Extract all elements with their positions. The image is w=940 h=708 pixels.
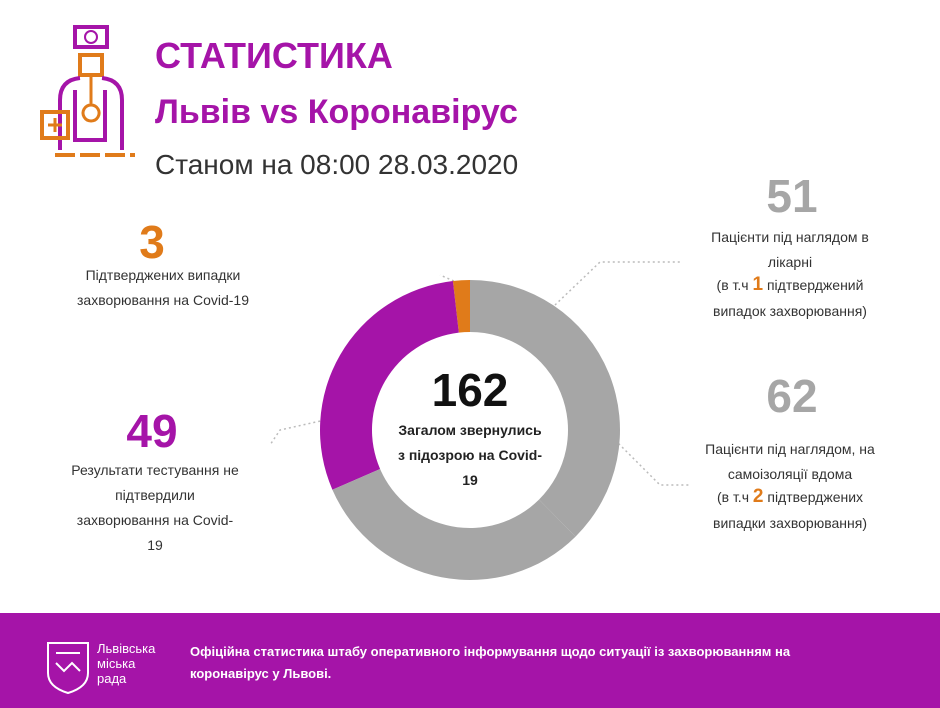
note-value: 2: [752, 486, 764, 507]
org-name: Львівська міська рада: [97, 641, 156, 686]
footer-text: Офіційна статистика штабу оперативного і…: [190, 644, 791, 681]
note-suffix: підтверджених випадки захворювання): [713, 489, 867, 531]
segment-note: (в т.ч 2 підтверджених випадки захворюва…: [690, 484, 890, 536]
city-logo: [47, 642, 89, 695]
note-value: 1: [752, 274, 764, 295]
note-prefix: (в т.ч: [716, 277, 749, 293]
segment-value: 3: [139, 216, 165, 268]
donut-segment: [452, 280, 470, 333]
footer: [0, 613, 940, 708]
segment-value: 51: [766, 170, 818, 222]
note-prefix: (в т.ч: [716, 489, 749, 505]
center-label: Загалом звернулись з підозрою на Covid-1…: [397, 422, 543, 488]
donut-segment: [319, 280, 459, 490]
segment-label: Підтверджених випадки захворювання на Co…: [77, 267, 249, 308]
segment-value: 49: [126, 405, 178, 457]
doctor-icon: [40, 25, 135, 157]
segment-value: 62: [766, 370, 818, 422]
note-suffix: підтверджений випадок захворювання): [713, 277, 867, 319]
leader-lines: [269, 261, 690, 486]
segment-note: (в т.ч 1 підтверджений випадок захворюва…: [690, 272, 890, 324]
subtitle: Львів vs Коронавірус: [155, 93, 518, 131]
date: Станом на 08:00 28.03.2020: [155, 149, 519, 180]
segment-label: Пацієнти під наглядом, на самоізоляції в…: [705, 441, 875, 482]
segment-label: Результати тестування не підтвердили зах…: [71, 462, 239, 553]
segment-label: Пацієнти під наглядом в лікарні: [711, 229, 869, 270]
title: СТАТИСТИКА: [155, 35, 393, 76]
donut-segment: [332, 469, 576, 580]
center-value: 162: [431, 364, 509, 416]
donut-segment: [470, 280, 621, 537]
